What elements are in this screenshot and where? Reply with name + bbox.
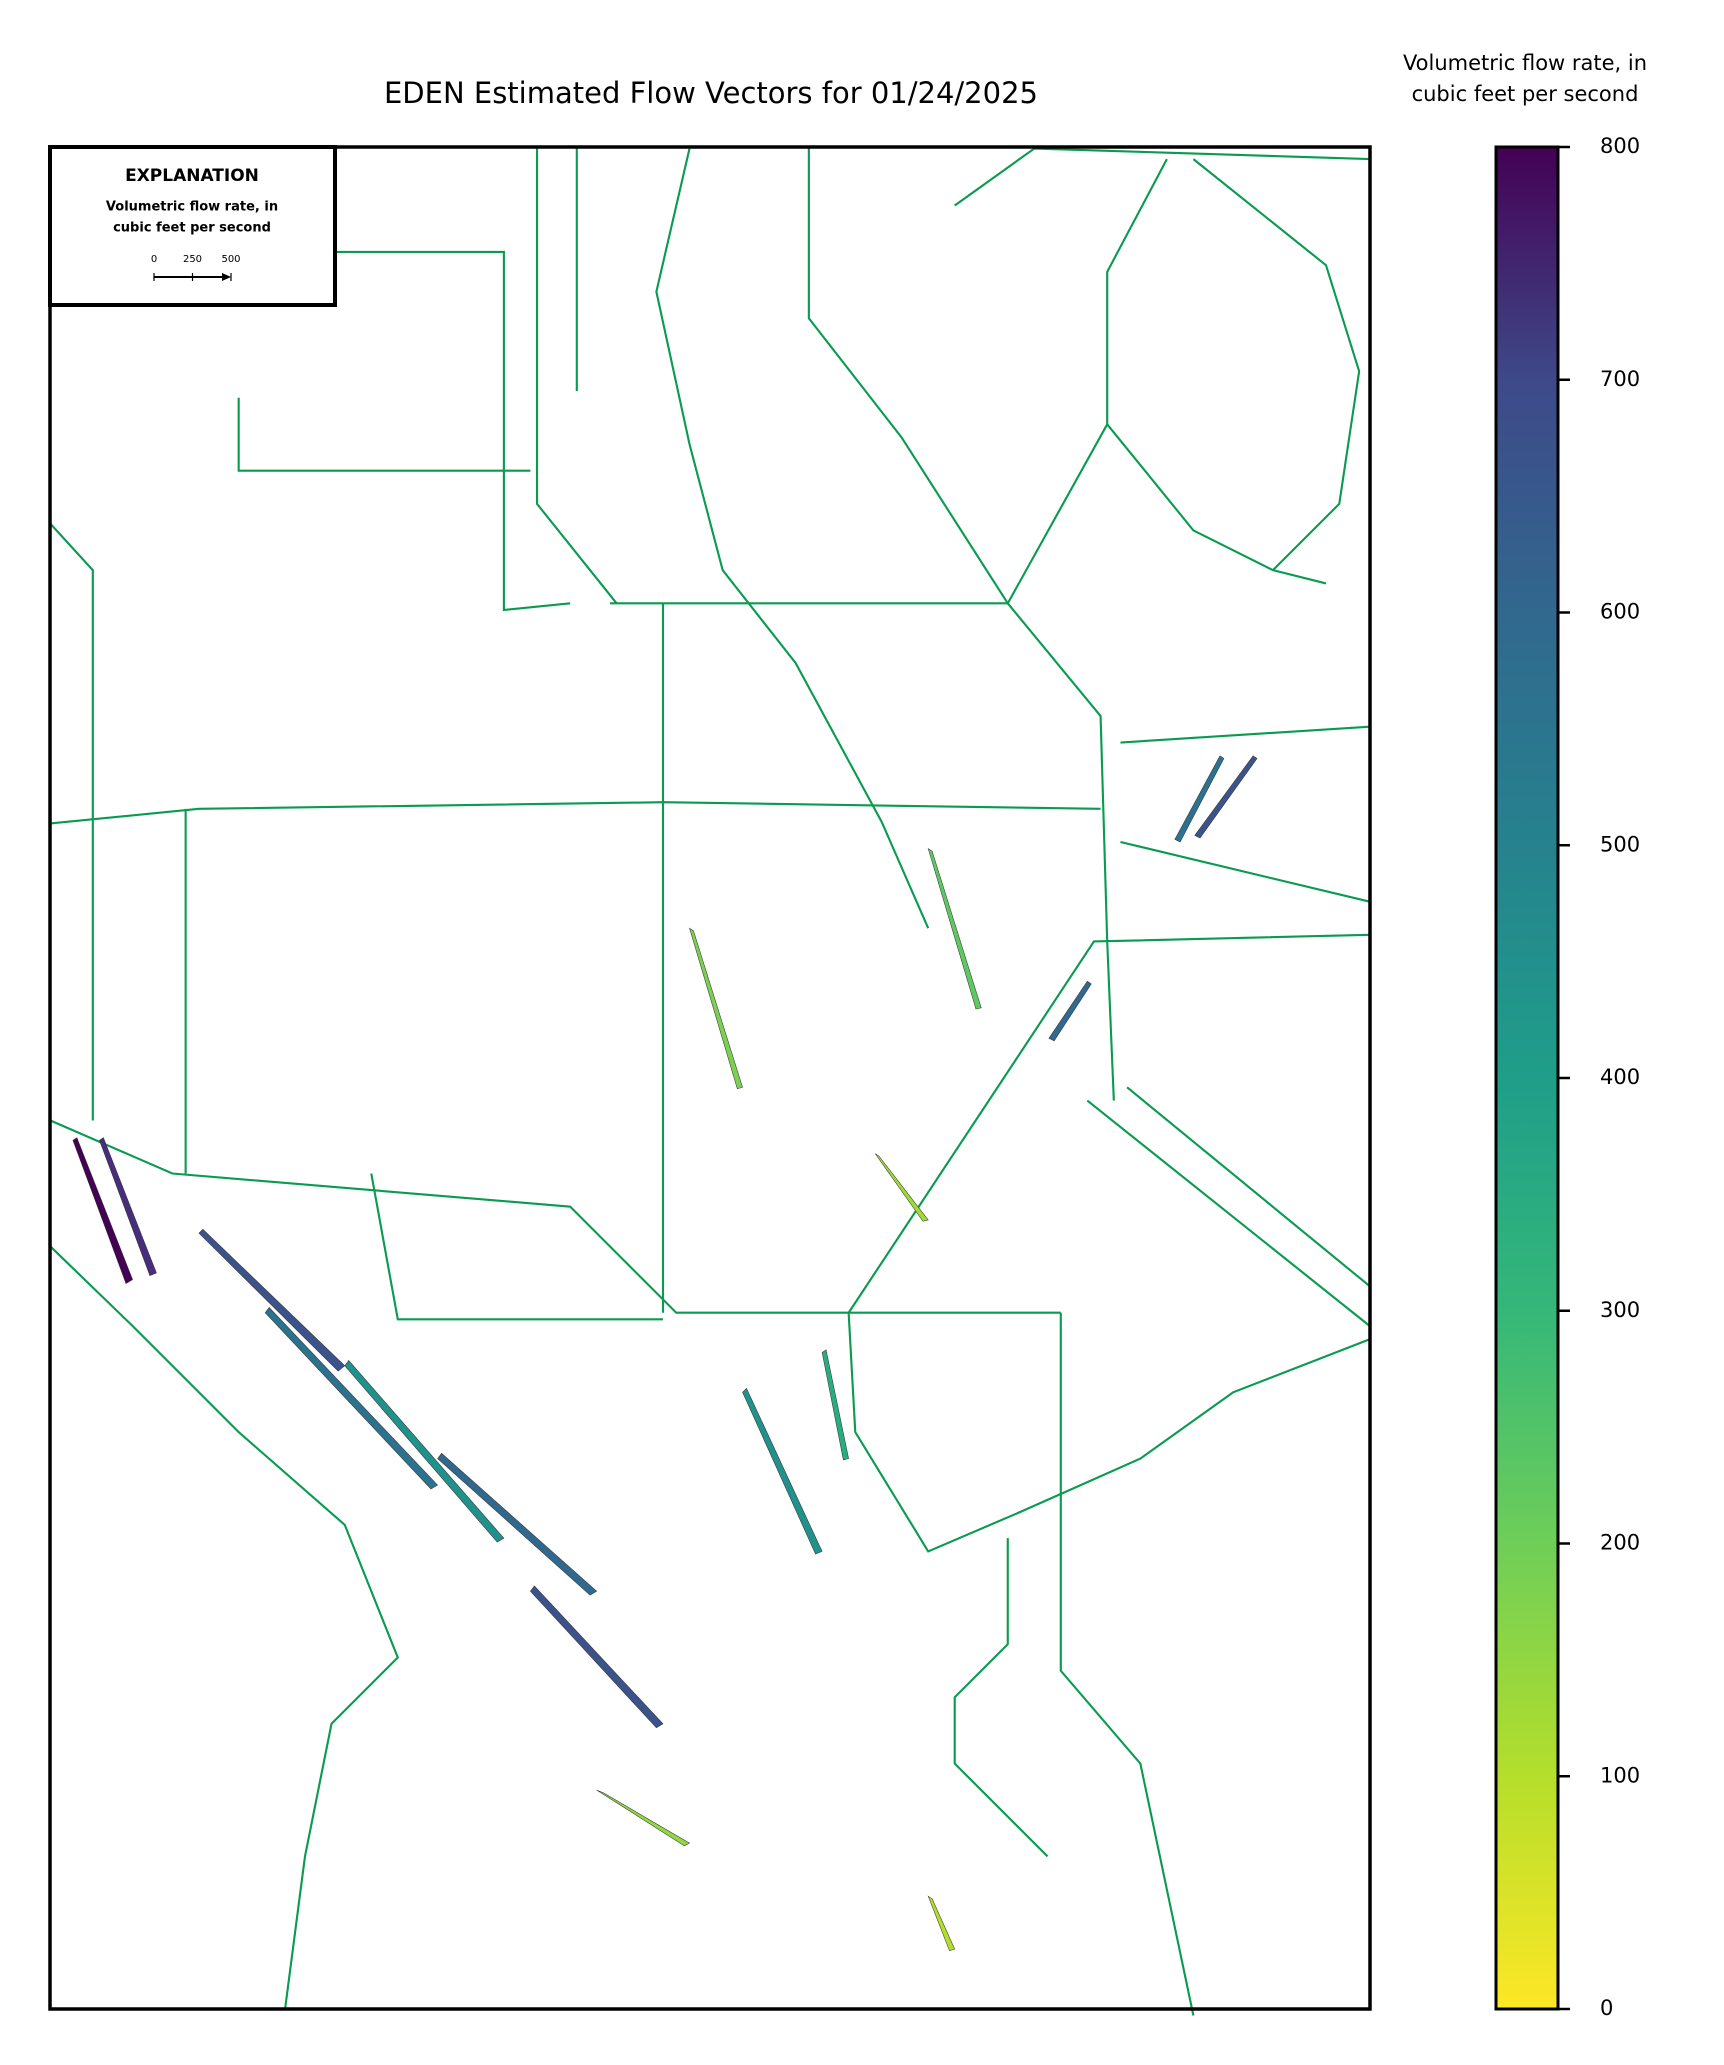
- vector: [530, 1585, 664, 1729]
- scale-arrowhead: [222, 273, 231, 281]
- vector: [874, 1153, 929, 1222]
- explanation-label: Volumetric flow rate, in: [106, 200, 278, 215]
- vector: [689, 927, 743, 1089]
- colorbar-tick-label: 300: [1600, 1298, 1640, 1322]
- vector: [264, 1307, 438, 1490]
- colorbar-tick-label: 700: [1600, 367, 1640, 391]
- canal: [238, 250, 571, 612]
- canal: [1006, 423, 1109, 604]
- canal: [807, 148, 1009, 604]
- vector: [596, 1789, 691, 1847]
- canal: [1192, 158, 1361, 571]
- canal: [1106, 158, 1327, 585]
- vector: [742, 1387, 823, 1555]
- colorbar-tick-label: 100: [1600, 1763, 1640, 1787]
- canal: [847, 1312, 1371, 1553]
- canal: [655, 148, 930, 929]
- canal: [953, 1538, 1049, 1858]
- colorbar-tick-label: 800: [1600, 134, 1640, 158]
- colorbar-label: cubic feet per second: [1412, 82, 1639, 106]
- canal: [49, 523, 94, 1121]
- vector: [198, 1228, 346, 1372]
- colorbar-tick-label: 0: [1600, 1996, 1613, 2020]
- vector: [99, 1137, 157, 1276]
- scale-tick-label: 250: [183, 254, 202, 265]
- colorbar-tick-label: 400: [1600, 1065, 1640, 1089]
- vector: [437, 1452, 598, 1596]
- explanation-label: cubic feet per second: [113, 221, 271, 236]
- vector: [821, 1349, 849, 1461]
- canal: [1059, 1312, 1195, 2016]
- vector: [1174, 755, 1225, 843]
- scale-tick-label: 0: [151, 254, 157, 265]
- canal: [1120, 840, 1371, 903]
- vector: [72, 1137, 133, 1284]
- canal: [1126, 1086, 1371, 1288]
- vector: [1048, 980, 1092, 1042]
- scale-tick-label: 500: [221, 254, 240, 265]
- explanation-box: EXPLANATION Volumetric flow rate, in cub…: [48, 145, 337, 307]
- canal: [535, 145, 618, 604]
- canal: [237, 397, 531, 472]
- canal: [370, 1173, 663, 1321]
- colorbar: Volumetric flow rate, in cubic feet per …: [1403, 51, 1647, 2020]
- explanation-title: EXPLANATION: [125, 166, 259, 186]
- colorbar-label: Volumetric flow rate, in: [1403, 51, 1647, 75]
- flow-vectors: [72, 755, 1258, 1951]
- canal: [847, 933, 1370, 1314]
- canal: [50, 801, 1101, 825]
- colorbar-tick-label: 500: [1600, 832, 1640, 856]
- canal: [954, 147, 1370, 207]
- vector: [344, 1360, 505, 1543]
- coastline: [49, 1245, 400, 2010]
- colorbar-tick-label: 600: [1600, 600, 1640, 624]
- colorbar-tick-label: 200: [1600, 1531, 1640, 1555]
- map-lines: [49, 145, 1371, 2016]
- vector: [927, 848, 982, 1010]
- canal: [49, 1119, 1061, 1314]
- map-title: EDEN Estimated Flow Vectors for 01/24/20…: [384, 76, 1038, 110]
- canal: [1086, 1099, 1371, 1327]
- canal: [1120, 725, 1370, 744]
- map-frame: [48, 145, 1372, 2011]
- vector: [1194, 755, 1258, 839]
- vector: [927, 1895, 956, 1951]
- canal: [609, 602, 1115, 1101]
- colorbar-gradient: [1494, 145, 1560, 2011]
